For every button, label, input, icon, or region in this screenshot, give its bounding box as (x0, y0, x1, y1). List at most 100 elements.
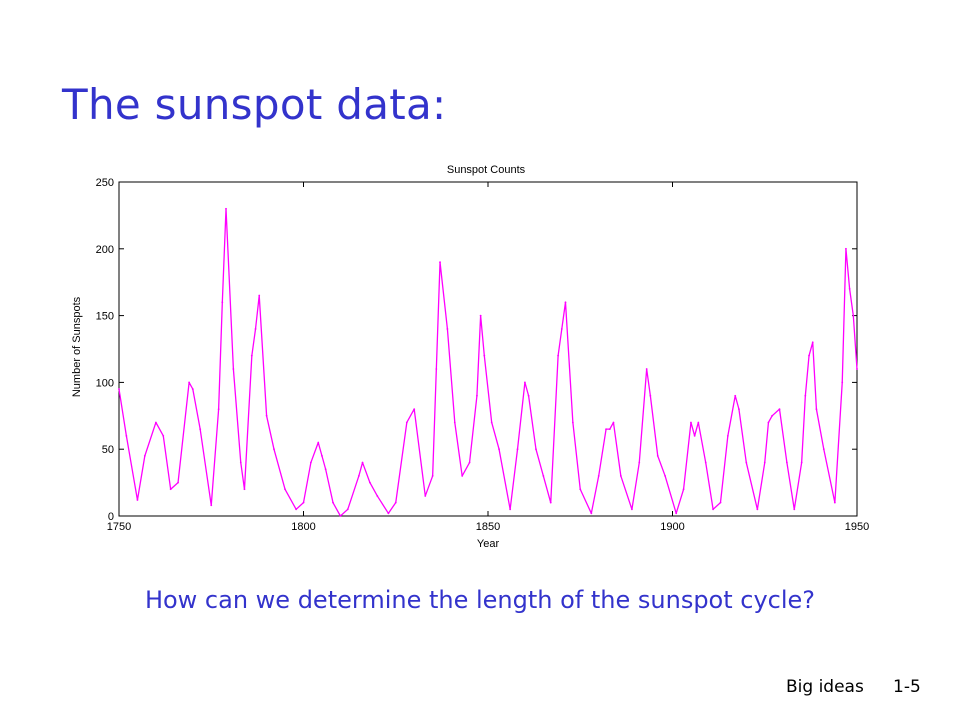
chart-title: Sunspot Counts (447, 164, 526, 176)
footer-section-label: Big ideas (786, 677, 864, 697)
data-point (734, 394, 737, 397)
data-point (125, 434, 128, 437)
data-point (346, 508, 349, 511)
data-point (243, 488, 246, 491)
slide-title: The sunspot data: (62, 80, 447, 129)
data-point (693, 434, 696, 437)
y-tick-label: 200 (96, 244, 114, 256)
data-point (656, 454, 659, 457)
data-point (778, 408, 781, 411)
data-point (217, 408, 220, 411)
data-point (608, 428, 611, 431)
data-point (675, 512, 678, 515)
data-point (527, 394, 530, 397)
footer-page-number: 1-5 (893, 677, 921, 697)
data-point (811, 341, 814, 344)
data-point (619, 475, 622, 477)
data-point (413, 408, 416, 411)
data-point (210, 504, 213, 507)
data-point (690, 421, 692, 424)
data-point (590, 512, 593, 515)
data-point (199, 428, 202, 431)
data-point (649, 394, 652, 397)
data-point (387, 512, 390, 515)
data-point (321, 454, 323, 457)
x-tick-label: 1900 (660, 521, 684, 533)
data-point (221, 301, 224, 304)
data-point (605, 428, 607, 431)
data-point (704, 461, 707, 464)
data-point (188, 381, 191, 384)
data-point (726, 434, 729, 437)
data-point (361, 461, 364, 464)
data-point (612, 421, 615, 424)
data-point (524, 381, 526, 384)
data-point (560, 328, 563, 330)
data-point (856, 368, 858, 370)
data-point (439, 261, 441, 264)
y-axis-label: Number of Sunspots (71, 296, 83, 397)
question-text: How can we determine the length of the s… (144, 586, 816, 614)
y-tick-label: 50 (102, 444, 114, 456)
data-point (712, 508, 714, 511)
data-point (317, 441, 320, 444)
data-point (453, 421, 456, 424)
data-point (265, 414, 268, 417)
data-point (631, 508, 633, 511)
data-point (516, 448, 519, 451)
data-point (542, 475, 545, 477)
data-point (468, 461, 471, 464)
data-point (800, 461, 803, 464)
data-point (143, 454, 146, 457)
data-point (509, 508, 512, 511)
data-point (535, 448, 537, 451)
data-point (845, 247, 847, 250)
data-point (339, 515, 342, 517)
data-point (394, 501, 397, 504)
data-point (258, 294, 261, 297)
data-point (804, 394, 807, 397)
data-point (815, 408, 818, 411)
x-tick-label: 1750 (107, 521, 131, 533)
x-tick-label: 1800 (291, 521, 315, 533)
data-point (571, 421, 574, 424)
data-point (664, 475, 667, 477)
data-point (191, 388, 194, 390)
data-point (295, 508, 298, 511)
data-point (490, 421, 493, 424)
data-point (579, 488, 582, 491)
data-point (225, 207, 227, 210)
data-point (232, 368, 235, 370)
data-point (479, 314, 482, 317)
data-point (162, 434, 165, 437)
plot-area-frame (118, 181, 858, 517)
data-point (284, 488, 286, 491)
data-point (833, 501, 836, 504)
data-point (638, 461, 641, 464)
data-point (564, 301, 567, 304)
data-point (169, 488, 172, 491)
y-tick-label: 0 (108, 511, 114, 523)
data-point (808, 354, 810, 357)
data-point (376, 495, 379, 497)
y-tick-label: 100 (96, 377, 114, 389)
data-point (597, 475, 600, 477)
data-point (841, 381, 844, 384)
data-point (476, 394, 478, 397)
data-point (645, 368, 648, 370)
data-point (763, 461, 766, 464)
data-point (697, 421, 700, 424)
sunspot-series-line (118, 208, 858, 517)
data-point (405, 421, 408, 424)
data-point (177, 481, 179, 484)
data-point (498, 448, 500, 451)
data-point (793, 508, 796, 511)
data-point (771, 414, 774, 417)
y-tick-label: 150 (96, 311, 114, 323)
data-point (273, 448, 275, 451)
series-group (118, 207, 858, 517)
data-point (431, 475, 434, 477)
x-tick-label: 1850 (476, 521, 500, 533)
data-point (756, 508, 759, 511)
data-point (745, 461, 748, 464)
